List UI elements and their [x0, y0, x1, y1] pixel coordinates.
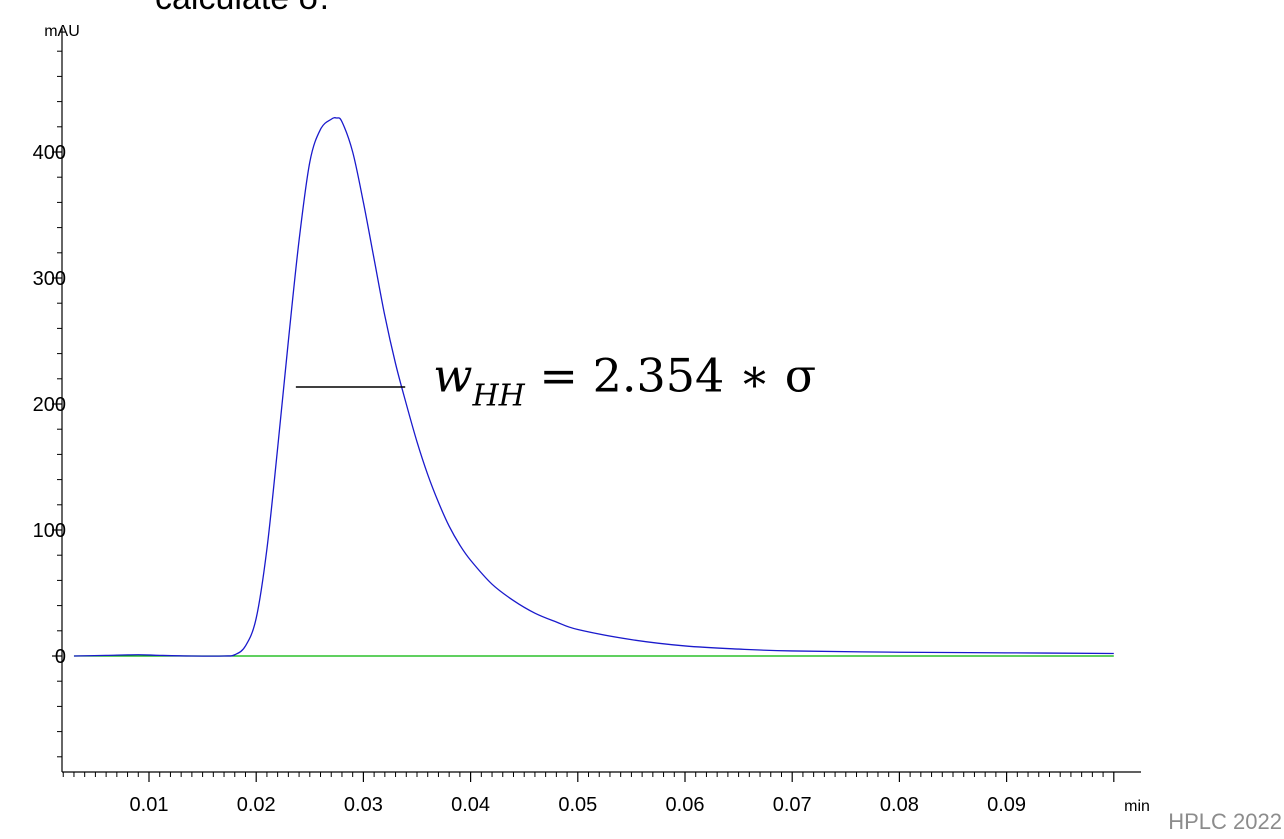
fwhm-formula: wHH = 2.354 ∗ σ [433, 348, 816, 413]
y-tick-label: 200 [33, 394, 66, 416]
footer-label: HPLC 2022 [1168, 809, 1282, 834]
x-minor-ticks [62, 772, 1104, 777]
x-tick-label: 0.05 [558, 794, 597, 816]
formula-subscript: HH [471, 378, 525, 413]
y-axis-label: mAU [44, 23, 80, 40]
formula-w: w [433, 348, 472, 402]
x-ticks: 0.01 0.02 0.03 0.04 0.05 0.06 0.07 0.08 0.09 [130, 772, 1115, 816]
x-axis-label: min [1124, 798, 1150, 815]
signal-series-line [73, 117, 1114, 657]
slide-text-fragment: calculate σ. [155, 0, 329, 19]
formula-expression: = 2.354 ∗ σ [525, 348, 816, 402]
y-tick-label: 0 [55, 646, 66, 668]
y-tick-label: 400 [33, 142, 66, 164]
x-tick-label: 0.04 [451, 794, 490, 816]
x-tick-label: 0.01 [130, 794, 169, 816]
y-tick-label: 100 [33, 520, 66, 542]
x-tick-label: 0.06 [666, 794, 705, 816]
x-tick-label: 0.07 [773, 794, 812, 816]
annotation-layer: wHH = 2.354 ∗ σ [295, 348, 816, 413]
y-tick-label: 300 [33, 268, 66, 290]
x-tick-label: 0.09 [987, 794, 1026, 816]
x-tick-label: 0.08 [880, 794, 919, 816]
series-layer [73, 117, 1114, 657]
y-ticks: 0 100 200 300 400 [33, 142, 66, 668]
y-minor-ticks [57, 50, 62, 758]
x-tick-label: 0.02 [237, 794, 276, 816]
x-tick-label: 0.03 [344, 794, 383, 816]
